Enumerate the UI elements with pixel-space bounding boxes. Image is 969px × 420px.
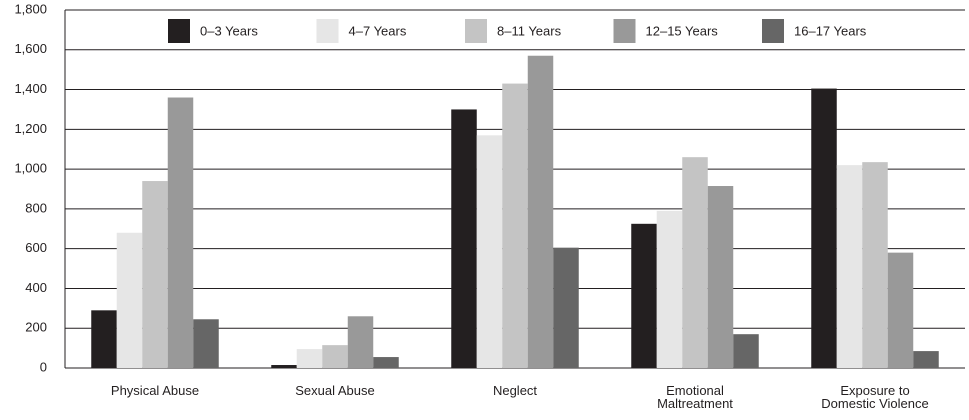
bar [707,186,734,368]
bar [142,181,168,368]
x-tick-label: Sexual Abuse [295,383,375,398]
legend-swatch [168,19,190,43]
bar [682,157,708,368]
bar [913,351,939,368]
bar [347,316,374,368]
bar [91,310,117,368]
y-tick-label: 1,800 [14,1,47,16]
y-tick-label: 0 [40,359,47,374]
legend-label: 12–15 Years [646,23,719,38]
legend-label: 0–3 Years [200,23,258,38]
bar [322,345,348,368]
y-tick-label: 1,400 [14,81,47,96]
legend-swatch [465,19,487,43]
y-tick-label: 1,000 [14,161,47,176]
bar [862,162,888,368]
bar [656,210,683,368]
y-tick-label: 800 [25,200,47,215]
bar [836,165,863,368]
bar [116,232,143,368]
bar [167,97,194,368]
bar [476,135,503,368]
bar [193,319,219,368]
bar [553,247,579,368]
bar [296,349,323,368]
legend-swatch [316,19,339,43]
bar [373,357,399,368]
y-tick-label: 600 [25,240,47,255]
x-tick-label: Emotional Maltreatment [657,383,733,411]
bar [733,334,759,368]
x-tick-label: Neglect [492,383,538,398]
x-tick-label: Exposure to Domestic Violence [821,383,929,411]
bar [811,88,837,369]
bar [631,223,657,368]
bar [271,365,297,368]
y-tick-label: 1,200 [14,121,47,136]
legend-swatch [613,19,636,43]
legend-label: 8–11 Years [497,23,562,38]
y-tick-label: 200 [25,320,47,335]
bar [502,83,528,368]
bar [527,55,554,368]
y-tick-label: 400 [25,280,47,295]
y-tick-label: 1,600 [14,41,47,56]
legend-label: 4–7 Years [349,23,407,38]
x-tick-label: Physical Abuse [110,383,200,398]
legend-label: 16–17 Years [794,23,867,38]
bar [451,109,477,368]
legend-swatch [762,19,784,43]
bar [887,252,914,368]
